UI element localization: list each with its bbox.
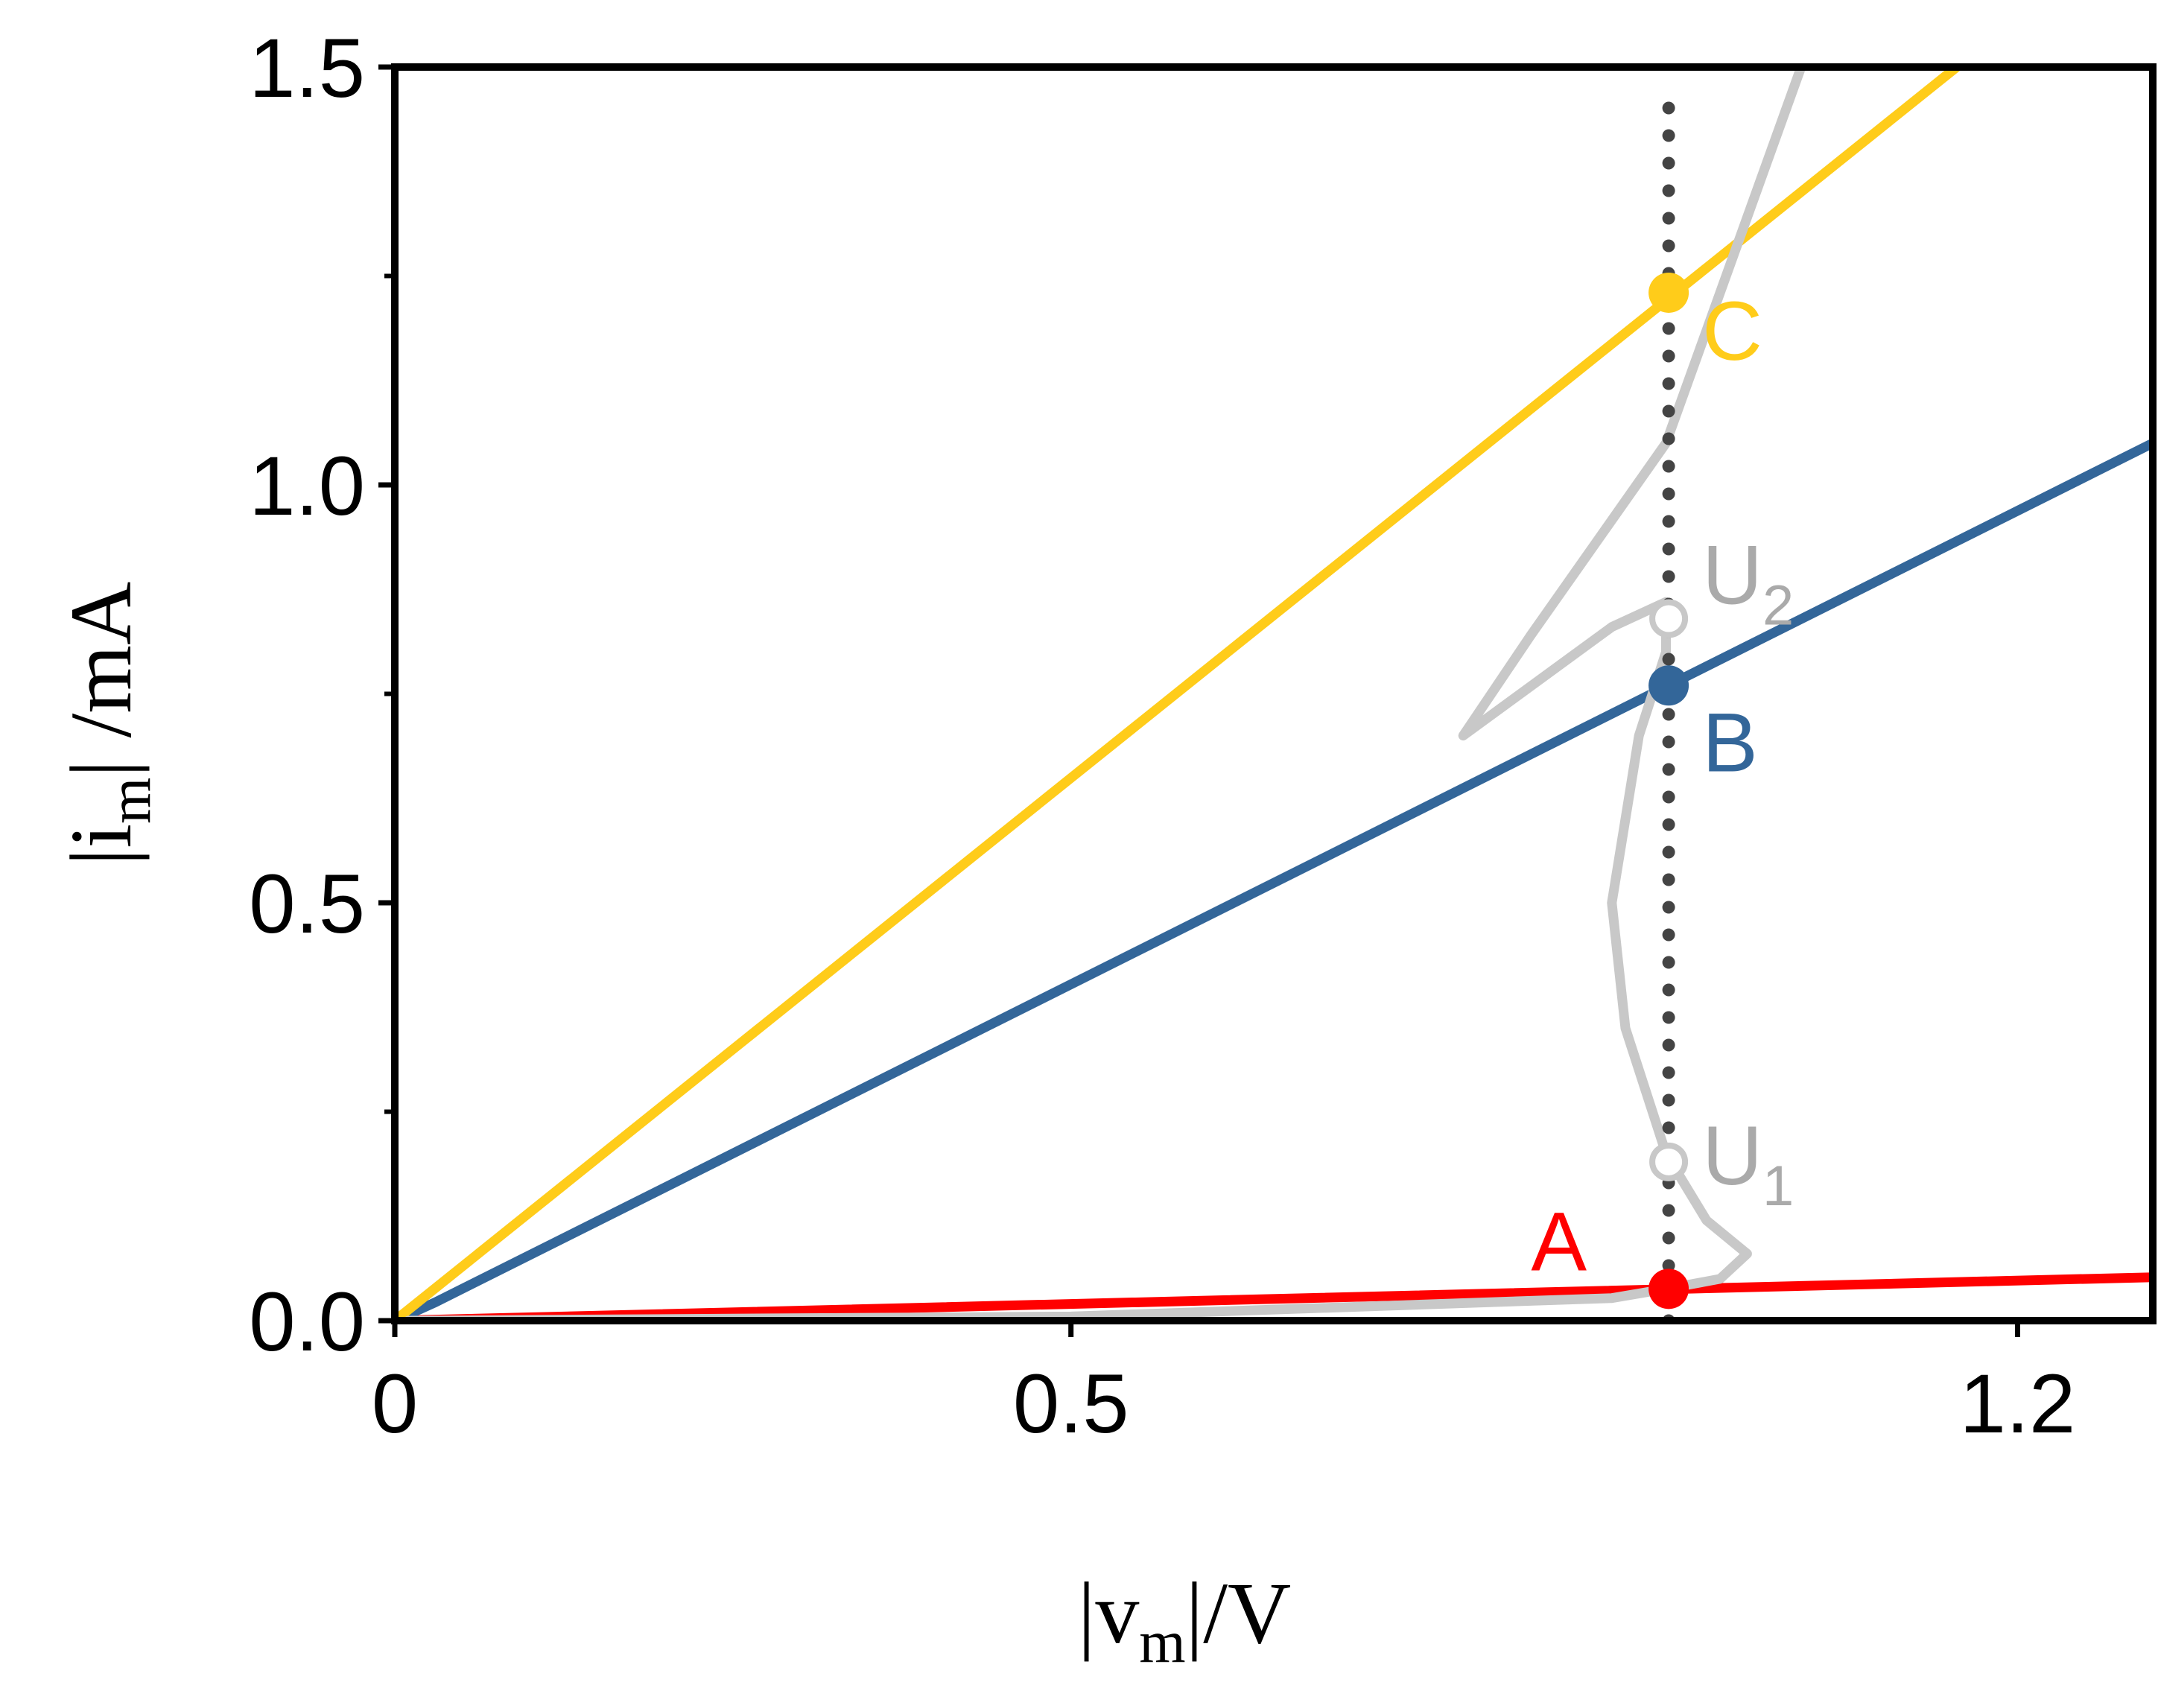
load-line-c — [395, 67, 1962, 1321]
load-line-a — [395, 1272, 2153, 1321]
plot-frame — [391, 63, 2157, 1324]
point-label-c: C — [1702, 285, 1762, 378]
load-line-b — [395, 438, 2153, 1321]
point-u1 — [1649, 1142, 1689, 1181]
y-tick-label: 1.5 — [249, 22, 365, 115]
x-axis-label: |vm|/V — [1078, 1564, 1291, 1675]
x-tick-label: 1.2 — [1960, 1357, 2076, 1450]
y-axis-label: |im| /mA — [52, 582, 163, 866]
point-label-b: B — [1702, 696, 1758, 789]
point-b — [1648, 665, 1689, 706]
point-a — [1648, 1269, 1689, 1309]
point-c — [1648, 272, 1689, 313]
series-layer — [395, 67, 2153, 1321]
x-tick-label: 0 — [372, 1357, 418, 1450]
y-tick-label: 0.0 — [249, 1275, 365, 1368]
y-tick-label: 1.0 — [249, 439, 365, 533]
point-label-u2: U2 — [1702, 528, 1794, 638]
points-layer: A B C U2 U1 — [1531, 272, 1794, 1309]
ticks-layer: 0 0.5 1.2 0.0 0.5 1.0 1.5 — [249, 22, 2075, 1450]
point-label-u1: U1 — [1702, 1108, 1794, 1218]
device-curve — [403, 67, 1806, 1321]
point-u2 — [1649, 599, 1689, 638]
point-label-a: A — [1531, 1195, 1587, 1288]
y-tick-label: 0.5 — [249, 857, 365, 950]
x-tick-label: 0.5 — [1013, 1357, 1129, 1450]
